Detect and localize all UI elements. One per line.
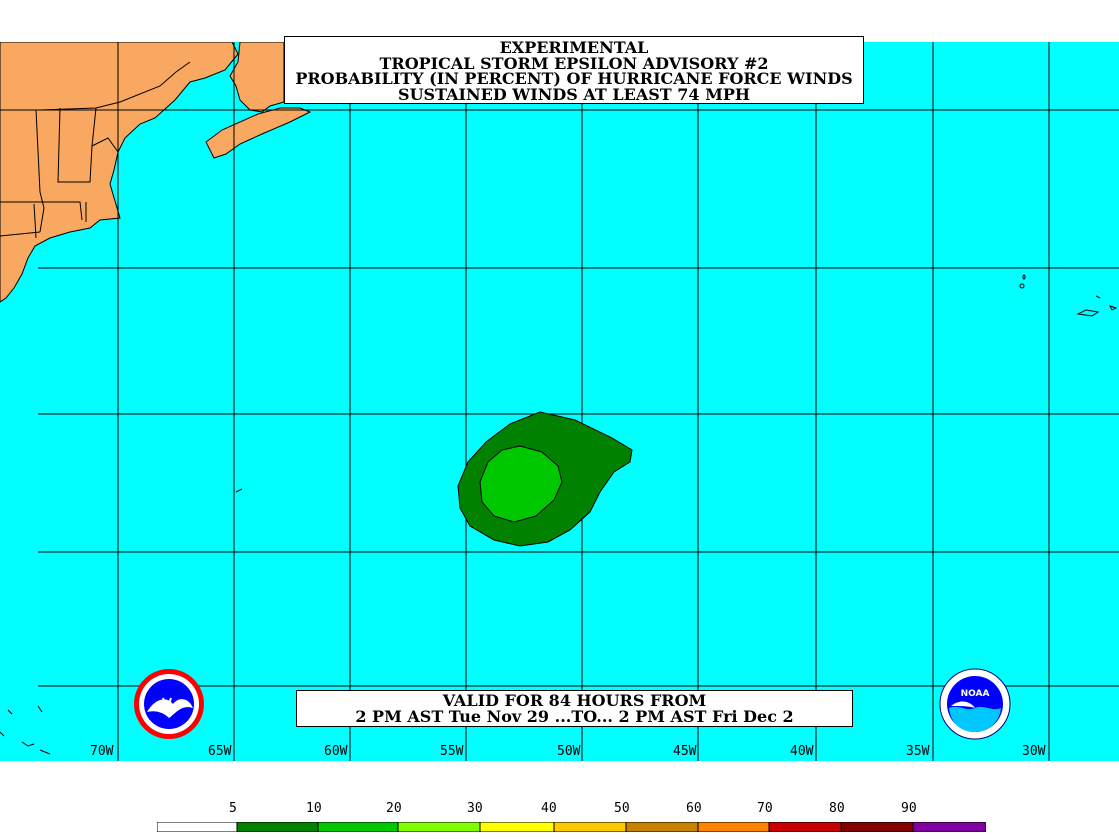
scale-label-20: 20 [386, 801, 402, 816]
title-box: EXPERIMENTAL TROPICAL STORM EPSILON ADVI… [284, 36, 864, 104]
lon-label-55w: 55W [440, 744, 464, 759]
scale-label-70: 70 [757, 801, 773, 816]
scale-swatch-0 [157, 822, 238, 832]
ocean [0, 42, 1119, 761]
scale-swatch-8 [768, 822, 842, 832]
scale-swatch-9 [840, 822, 914, 832]
lon-label-70w: 70W [90, 744, 114, 759]
valid-line-1: VALID FOR 84 HOURS FROM [442, 691, 707, 710]
scale-swatch-6 [625, 822, 699, 832]
lon-label-65w: 65W [208, 744, 232, 759]
land-nova-scotia [205, 107, 312, 159]
title-line-2: TROPICAL STORM EPSILON ADVISORY #2 [379, 53, 769, 73]
scale-swatch-7 [697, 822, 770, 832]
title-line-3: PROBABILITY (IN PERCENT) OF HURRICANE FO… [295, 69, 853, 88]
islands [0, 274, 1118, 755]
scale-label-80: 80 [829, 801, 845, 816]
probability-color-scale [157, 822, 986, 832]
lon-label-30w: 30W [1022, 744, 1046, 759]
scale-swatch-5 [553, 822, 627, 832]
title-line-1: EXPERIMENTAL [499, 38, 649, 57]
noaa-logo-text: NOAA [961, 689, 990, 699]
contour-10-percent [479, 445, 563, 523]
scale-swatch-4 [479, 822, 555, 832]
lon-label-60w: 60W [324, 744, 348, 759]
scale-label-30: 30 [467, 801, 483, 816]
scale-label-10: 10 [306, 801, 322, 816]
land-north-america [0, 42, 239, 303]
scale-label-50: 50 [614, 801, 630, 816]
title-line-4: SUSTAINED WINDS AT LEAST 74 MPH [398, 84, 750, 104]
lon-label-35w: 35W [906, 744, 930, 759]
scale-label-40: 40 [541, 801, 557, 816]
noaa-logo-icon: NOAA [939, 668, 1011, 740]
valid-period-box: VALID FOR 84 HOURS FROM 2 PM AST Tue Nov… [296, 690, 853, 727]
lat-lon-grid [38, 42, 1119, 761]
map-area [0, 42, 1119, 761]
valid-line-2: 2 PM AST Tue Nov 29 ...TO... 2 PM AST Fr… [355, 707, 794, 726]
scale-label-90: 90 [901, 801, 917, 816]
scale-swatch-3 [397, 822, 481, 832]
nws-logo-icon [134, 669, 204, 739]
lon-label-45w: 45W [673, 744, 697, 759]
scale-swatch-1 [236, 822, 319, 832]
scale-swatch-2 [317, 822, 399, 832]
lon-label-40w: 40W [790, 744, 814, 759]
scale-label-60: 60 [686, 801, 702, 816]
scale-swatch-10 [912, 822, 986, 832]
lon-label-50w: 50W [557, 744, 581, 759]
scale-label-5: 5 [229, 801, 237, 816]
